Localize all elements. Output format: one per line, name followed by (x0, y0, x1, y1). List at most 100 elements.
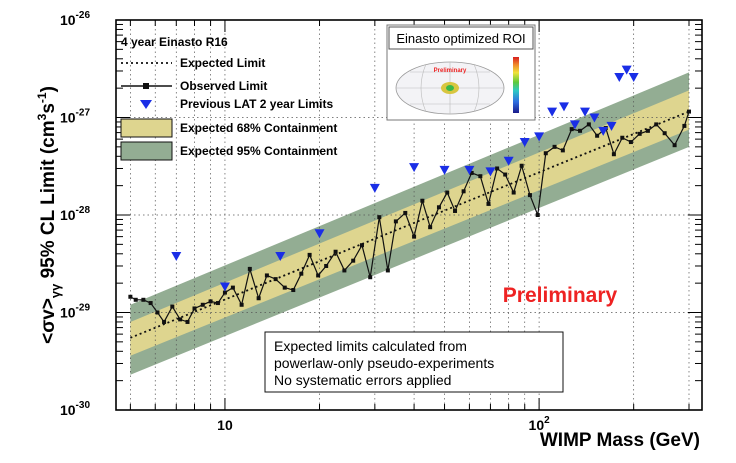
previous-limit-point (219, 282, 230, 292)
previous-limit-point (275, 251, 286, 261)
note-line-2: powerlaw-only pseudo-experiments (274, 355, 494, 371)
observed-point (628, 140, 633, 145)
observed-point (215, 301, 220, 306)
observed-point (543, 151, 548, 156)
note-box: Expected limits calculated from powerlaw… (264, 331, 564, 393)
y-tick-labels: 10-30 10-29 10-28 10-27 10-26 (60, 10, 90, 418)
observed-point (342, 268, 347, 273)
observed-point (453, 208, 458, 213)
observed-point (552, 144, 557, 149)
band-68-containment (130, 90, 689, 356)
observed-point (535, 213, 540, 217)
observed-point (148, 301, 153, 306)
observed-point (620, 135, 625, 140)
previous-limit-point (314, 229, 325, 239)
inset-title: Einasto optimized ROI (396, 31, 525, 46)
observed-point (256, 296, 261, 301)
previous-limit-point (409, 163, 420, 173)
observed-point (420, 198, 425, 203)
observed-point (461, 189, 466, 194)
note-box-frame (264, 331, 564, 393)
observed-point (200, 302, 205, 307)
observed-point (333, 249, 338, 254)
y-tick-label: 10-28 (60, 205, 90, 223)
observed-point (222, 290, 227, 295)
observed-point (247, 266, 252, 271)
observed-point (141, 297, 146, 302)
observed-point (155, 310, 160, 315)
observed-point (645, 128, 650, 133)
inset-colorbar (513, 57, 519, 113)
observed-point (495, 166, 500, 171)
legend-observed-label: Observed Limit (180, 79, 267, 93)
preliminary-label: Preliminary (503, 284, 618, 307)
observed-point (282, 285, 287, 290)
plot-frame (115, 19, 703, 411)
observed-point (611, 152, 616, 157)
observed-point (208, 299, 213, 304)
x-axis-ticks (129, 20, 690, 410)
x-tick-label: 10 (217, 417, 233, 433)
legend-observed-marker (143, 83, 149, 89)
observed-point (185, 319, 190, 324)
x-axis-title: WIMP Mass (GeV) (540, 430, 700, 451)
observed-point (377, 215, 382, 220)
observed-point (264, 273, 269, 278)
observed-point (503, 172, 508, 177)
observed-limit-points (128, 109, 691, 324)
observed-point (393, 219, 398, 224)
previous-lat-limits (171, 65, 639, 292)
observed-point (307, 252, 312, 257)
observed-point (527, 193, 532, 198)
legend-previous-label: Previous LAT 2 year Limits (180, 97, 333, 111)
legend-95-label: Expected 95% Containment (180, 144, 337, 158)
observed-point (595, 133, 600, 138)
observed-point (662, 131, 667, 136)
observed-point (385, 268, 390, 273)
previous-limit-point (614, 73, 625, 83)
inset-preliminary: Preliminary (434, 68, 467, 74)
x-tick-label: 102 (529, 415, 551, 433)
observed-point (239, 302, 244, 307)
observed-point (560, 148, 565, 153)
legend-triangle-swatch (140, 100, 152, 109)
observed-point (445, 190, 450, 195)
observed-point (654, 122, 659, 127)
previous-limit-point (606, 121, 617, 131)
previous-limit-point (628, 73, 639, 83)
x-tick-labels: 10 102 (217, 415, 550, 433)
observed-point (578, 128, 583, 133)
previous-limit-point (369, 183, 380, 193)
y-tick-label: 10-30 (60, 400, 90, 418)
observed-point (672, 143, 677, 148)
previous-limit-point (580, 107, 591, 117)
legend-95-swatch (120, 141, 173, 161)
observed-point (133, 297, 138, 302)
observed-point (412, 234, 417, 239)
previous-limit-point (569, 120, 580, 130)
observed-point (299, 271, 304, 276)
legend: 4 year Einasto R16 Expected Limit Observ… (120, 35, 337, 161)
observed-point (162, 319, 167, 324)
y-axis-title: <σv>γγ 95% CL Limit (cm3s-1) (35, 86, 63, 344)
observed-point (368, 275, 373, 280)
roi-core (446, 85, 454, 91)
observed-point (637, 131, 642, 136)
previous-limit-point (621, 65, 632, 75)
legend-expected-label: Expected Limit (180, 56, 265, 70)
observed-point (469, 170, 474, 175)
y-tick-label: 10-27 (60, 108, 90, 126)
previous-limit-point (503, 156, 514, 166)
inset-roi-map: Einasto optimized ROI Preliminary (386, 24, 536, 121)
legend-68-swatch (120, 118, 173, 138)
observed-point (436, 205, 441, 210)
observed-point (682, 123, 687, 128)
observed-point (428, 225, 433, 230)
observed-point (519, 163, 524, 168)
observed-point (486, 201, 491, 206)
y-tick-label: 10-26 (60, 10, 90, 28)
note-line-3: No systematic errors applied (274, 372, 451, 388)
previous-limit-point (534, 132, 545, 142)
observed-point (324, 263, 329, 268)
